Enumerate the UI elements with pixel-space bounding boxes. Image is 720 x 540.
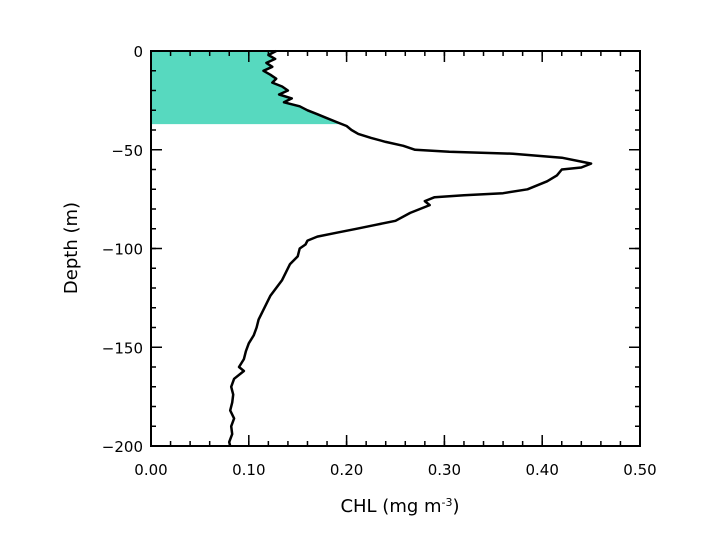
y-tick-label: −200 bbox=[102, 438, 143, 456]
y-tick-label: −100 bbox=[102, 241, 143, 259]
y-axis-title: Depth (m) bbox=[61, 202, 82, 294]
x-tick-label: 0.20 bbox=[330, 461, 363, 479]
x-axis-title: CHL (mg m-3) bbox=[340, 496, 459, 518]
y-tick-label: 0 bbox=[133, 43, 143, 61]
y-tick-label: −150 bbox=[102, 339, 143, 357]
x-tick-label: 0.00 bbox=[134, 461, 167, 479]
x-tick-label: 0.50 bbox=[623, 461, 656, 479]
y-tick-label: −50 bbox=[111, 142, 143, 160]
x-tick-label: 0.10 bbox=[232, 461, 265, 479]
x-tick-label: 0.30 bbox=[428, 461, 461, 479]
x-tick-label: 0.40 bbox=[525, 461, 558, 479]
chl-profile-line bbox=[227, 49, 593, 447]
